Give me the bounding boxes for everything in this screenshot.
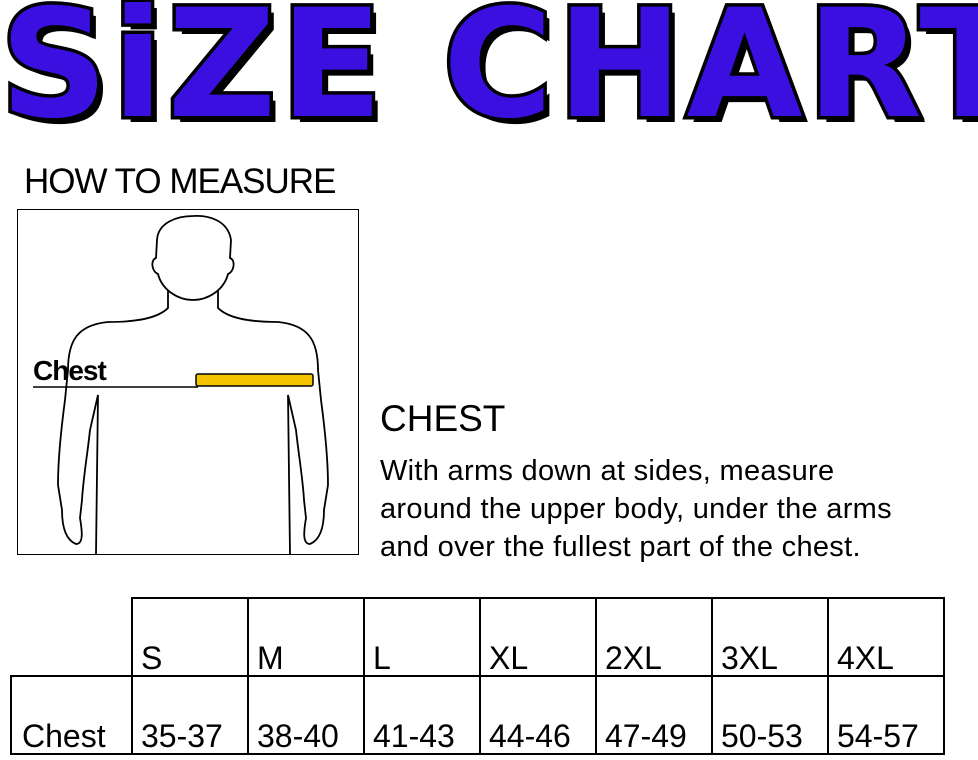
- size-header: XL: [479, 597, 597, 677]
- size-chart-title: SiZE CHART: [0, 0, 978, 156]
- table-row: Chest 35-37 38-40 41-43 44-46 47-49 50-5…: [10, 675, 945, 755]
- row-label: Chest: [10, 675, 133, 755]
- table-cell: 54-57: [827, 675, 945, 755]
- description-line: around the upper body, under the arms: [380, 493, 892, 525]
- body-outline-illustration: [33, 215, 329, 554]
- size-header: S: [131, 597, 249, 677]
- size-header-row: S M L XL 2XL 3XL 4XL: [11, 597, 945, 677]
- how-to-measure-heading: HOW TO MEASURE: [24, 162, 336, 201]
- chest-heading: CHEST: [380, 398, 506, 439]
- size-header: M: [247, 597, 365, 677]
- table-cell: 50-53: [711, 675, 829, 755]
- table-cell: 35-37: [131, 675, 249, 755]
- chest-description: With arms down at sides, measure around …: [380, 452, 978, 566]
- table-cell: 41-43: [363, 675, 481, 755]
- measurement-figure: Chest: [17, 209, 359, 555]
- size-header: L: [363, 597, 481, 677]
- size-header: 4XL: [827, 597, 945, 677]
- size-table: S M L XL 2XL 3XL 4XL Chest 35-37 38-40 4…: [10, 597, 945, 755]
- size-header: 3XL: [711, 597, 829, 677]
- measuring-tape: [195, 373, 314, 387]
- size-header: 2XL: [595, 597, 713, 677]
- description-line: With arms down at sides, measure: [380, 455, 835, 487]
- table-cell: 38-40: [247, 675, 365, 755]
- table-cell: 44-46: [479, 675, 597, 755]
- empty-corner-cell: [11, 598, 132, 677]
- table-cell: 47-49: [595, 675, 713, 755]
- description-line: and over the fullest part of the chest.: [380, 531, 861, 563]
- chest-figure-label: Chest: [33, 355, 107, 386]
